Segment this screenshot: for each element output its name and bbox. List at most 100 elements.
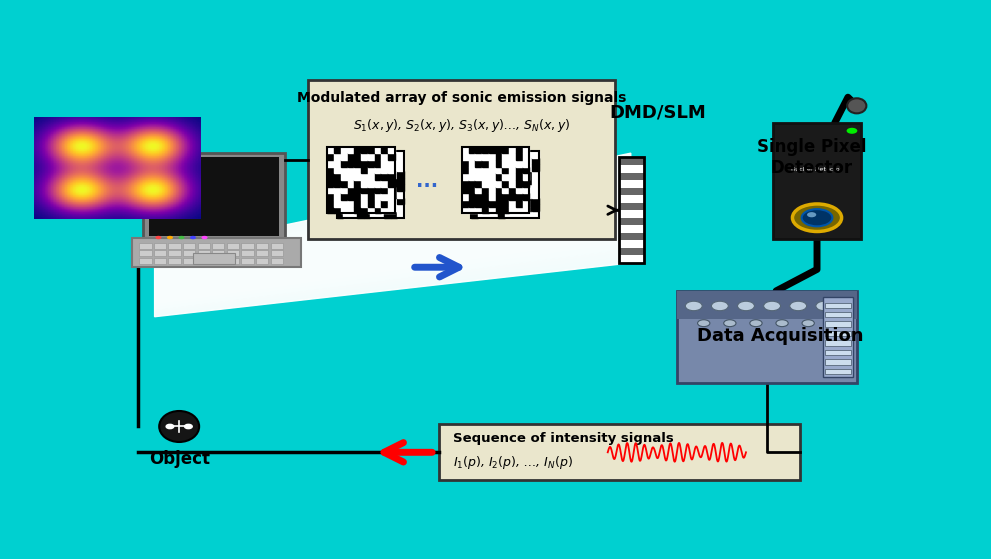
Bar [271,243,282,249]
Bar [478,191,485,198]
Bar [509,193,516,200]
Bar [496,173,502,180]
Circle shape [686,301,703,311]
Bar [382,167,388,173]
Bar [478,171,485,178]
Bar [343,211,350,217]
Bar [525,205,532,211]
Bar [154,258,166,264]
Bar [337,191,343,198]
Bar [337,184,343,191]
Bar [357,191,364,198]
Circle shape [698,320,710,326]
Bar [355,207,361,214]
Bar [518,171,525,178]
Bar [518,211,525,217]
Bar [471,191,478,198]
Bar [496,200,502,207]
Bar [368,160,375,167]
Bar [227,250,239,257]
Bar [532,191,539,198]
Bar [337,211,343,217]
Bar [382,207,388,214]
Bar [327,146,395,214]
Bar [350,158,357,164]
Bar [532,158,539,164]
Bar [212,243,225,249]
Bar [498,198,504,205]
Bar [462,173,469,180]
Bar [361,180,368,187]
Bar [518,198,525,205]
Bar [357,211,364,217]
Bar [378,184,384,191]
Bar [361,146,368,153]
Bar [397,198,404,205]
Text: Sequence of intensity signals: Sequence of intensity signals [453,432,673,445]
Bar [357,171,364,178]
Bar [478,164,485,171]
Bar [496,207,502,214]
Bar [522,167,529,173]
Bar [469,207,476,214]
Bar [619,248,644,255]
Bar [242,243,254,249]
Bar [361,153,368,160]
Bar [532,151,539,158]
Bar [337,158,343,164]
Bar [525,191,532,198]
Bar [516,193,522,200]
Bar [462,180,469,187]
Bar [343,184,350,191]
Bar [498,158,504,164]
Bar [378,151,384,158]
Bar [619,165,644,173]
Bar [525,158,532,164]
Ellipse shape [847,98,866,113]
Bar [496,193,502,200]
Bar [489,187,496,193]
Bar [619,203,644,210]
Bar [476,187,482,193]
Bar [183,243,195,249]
Bar [355,180,361,187]
FancyBboxPatch shape [439,424,800,480]
Bar [337,171,343,178]
Text: ...: ... [416,172,438,191]
Bar [256,258,269,264]
Bar [498,184,504,191]
Bar [384,151,390,158]
Bar [525,151,532,158]
Bar [382,146,388,153]
Bar [388,173,395,180]
Bar [492,184,498,191]
Bar [371,205,378,211]
Circle shape [846,128,857,134]
Bar [327,207,334,214]
Bar [773,123,861,239]
Bar [348,173,355,180]
Bar [350,205,357,211]
Bar [471,205,478,211]
Bar [139,250,152,257]
Bar [337,164,343,171]
Bar [355,173,361,180]
Bar [525,184,532,191]
Bar [382,160,388,167]
Bar [826,369,851,374]
Bar [478,211,485,217]
Bar [197,258,210,264]
Bar [388,153,395,160]
Bar [522,146,529,153]
Bar [382,200,388,207]
Bar [485,171,492,178]
Bar [350,184,357,191]
Bar [378,178,384,184]
Bar [504,178,511,184]
Bar [462,146,469,153]
Bar [337,151,343,158]
Bar [482,187,489,193]
Bar [382,153,388,160]
Text: Object: Object [149,450,210,468]
Bar [334,146,341,153]
